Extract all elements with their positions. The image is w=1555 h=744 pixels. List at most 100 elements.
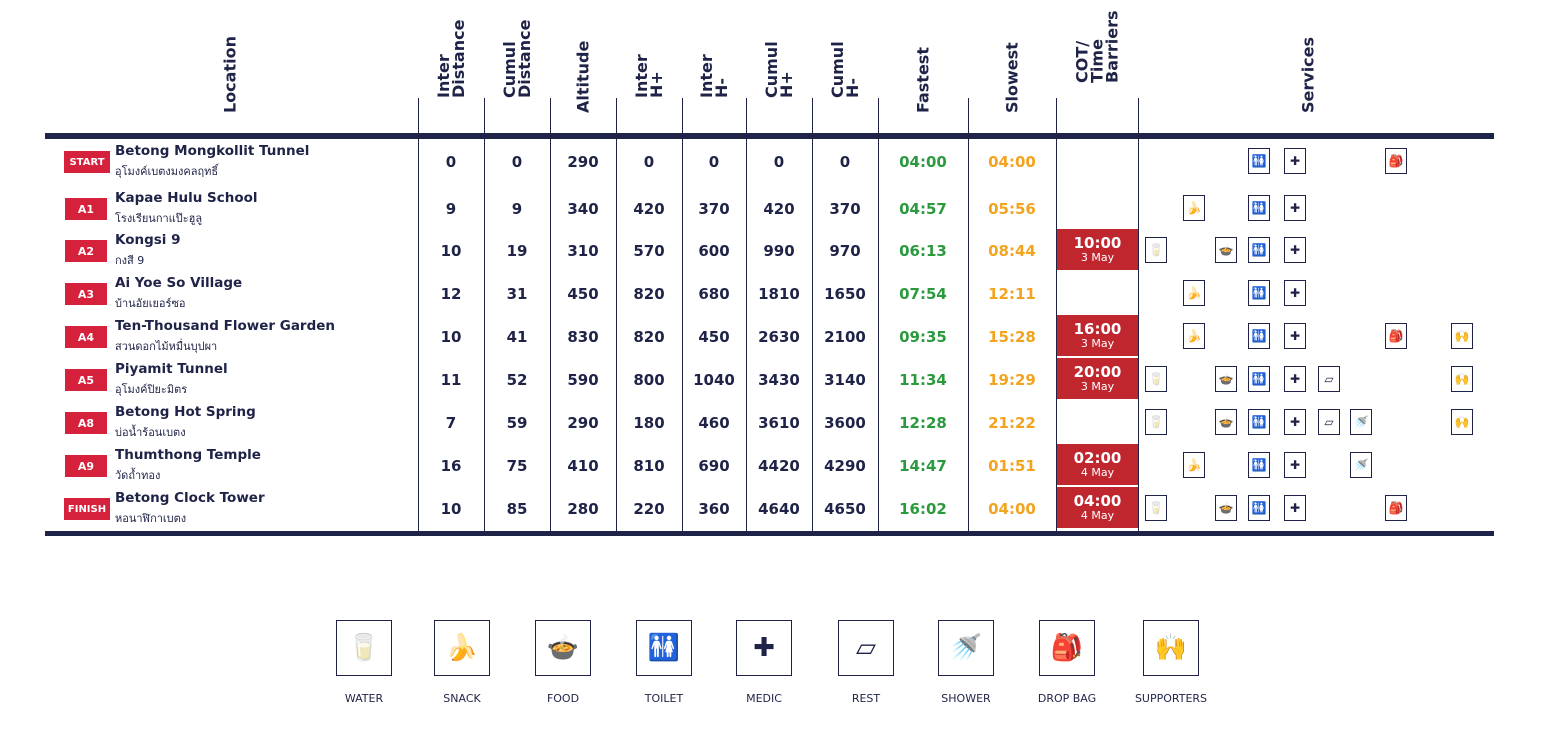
water-icon: 🥛 [1145, 366, 1167, 392]
cell-inter-hm: 680 [698, 284, 730, 303]
cell-cumul-hm: 1650 [824, 284, 866, 303]
cot-barrier: 10:00 3 May [1057, 229, 1138, 270]
location-name: Betong Clock Tower [115, 490, 265, 506]
cell-fastest: 11:34 [899, 370, 947, 389]
shower-icon: 🚿 [938, 620, 994, 676]
cell-inter-hm: 460 [698, 413, 730, 432]
header-altitude: Altitude [573, 40, 593, 113]
cell-inter-d: 12 [440, 284, 462, 303]
rest-icon: ▱ [1318, 409, 1340, 435]
snack-icon: 🍌 [1183, 195, 1205, 221]
cell-slowest: 04:00 [988, 152, 1036, 171]
cell-alt: 590 [567, 370, 599, 389]
cell-cumul-hm: 3140 [824, 370, 866, 389]
header-inter-hminus: Inter H- [697, 54, 731, 98]
cell-inter-hm: 690 [698, 456, 730, 475]
cell-inter-d: 9 [445, 199, 457, 218]
legend-label: TOILET [644, 692, 684, 705]
cell-cumul-d: 31 [506, 284, 528, 303]
cell-inter-hm: 450 [698, 327, 730, 346]
header-slowest: Slowest [1002, 42, 1022, 113]
cell-cumul-hp: 990 [763, 241, 795, 260]
col-divider [746, 98, 747, 531]
legend-label: FOOD [546, 692, 580, 705]
col-divider [616, 98, 617, 531]
location-thai-name: อุโมงค์ปิยะมิตร [115, 383, 188, 396]
cell-cumul-hp: 3430 [758, 370, 800, 389]
table-row: FINISH Betong Clock Tower หอนาฬิกาเบตง 10 85… [45, 487, 1494, 530]
cell-cumul-d: 52 [506, 370, 528, 389]
food-icon: 🍲 [535, 620, 591, 676]
col-divider [1056, 98, 1057, 531]
medic-icon: ✚ [1284, 195, 1306, 221]
shower-icon: 🚿 [1350, 409, 1372, 435]
cell-inter-d: 11 [440, 370, 462, 389]
toilet-icon: 🚻 [1248, 280, 1270, 306]
cell-slowest: 21:22 [988, 413, 1036, 432]
cell-alt: 830 [567, 327, 599, 346]
rest-icon: ▱ [838, 620, 894, 676]
location-thai-name: อุโมงค์เบตงมงคลฤทธิ์ [115, 165, 219, 178]
legend-label: MEDIC [746, 692, 782, 705]
cell-cumul-d: 75 [506, 456, 528, 475]
water-icon: 🥛 [1145, 409, 1167, 435]
cell-inter-d: 10 [440, 327, 462, 346]
cell-cumul-hp: 420 [763, 199, 795, 218]
table-top-rule [45, 133, 1494, 139]
cell-fastest: 14:47 [899, 456, 947, 475]
cell-cumul-hm: 0 [839, 152, 851, 171]
cell-cumul-hm: 4650 [824, 499, 866, 518]
cell-fastest: 04:57 [899, 199, 947, 218]
cell-alt: 280 [567, 499, 599, 518]
checkpoint-badge: A1 [65, 198, 107, 220]
table-row: A9 Thumthong Temple วัดถ้ำทอง 16 75 410 810 690… [45, 444, 1494, 487]
cot-date: 4 May [1080, 466, 1115, 479]
toilet-icon: 🚻 [636, 620, 692, 676]
cot-barrier: 20:00 3 May [1057, 358, 1138, 399]
food-icon: 🍲 [1215, 495, 1237, 521]
col-divider [968, 98, 969, 531]
food-icon: 🍲 [1215, 409, 1237, 435]
cell-inter-hm: 1040 [693, 370, 735, 389]
cell-cumul-hm: 4290 [824, 456, 866, 475]
cell-fastest: 09:35 [899, 327, 947, 346]
cell-alt: 340 [567, 199, 599, 218]
cot-time: 20:00 [1073, 363, 1122, 381]
table-bottom-rule [45, 531, 1494, 536]
toilet-icon: 🚻 [1248, 323, 1270, 349]
water-icon: 🥛 [1145, 237, 1167, 263]
header-cumul-hplus: Cumul H+ [762, 41, 796, 98]
cell-cumul-hp: 2630 [758, 327, 800, 346]
rest-icon: ▱ [1318, 366, 1340, 392]
checkpoint-badge: A2 [65, 240, 107, 262]
supporters-icon: 🙌 [1451, 409, 1473, 435]
cell-inter-d: 16 [440, 456, 462, 475]
location-thai-name: วัดถ้ำทอง [115, 469, 161, 482]
cell-inter-d: 7 [445, 413, 457, 432]
medic-icon: ✚ [1284, 452, 1306, 478]
cell-inter-hp: 0 [643, 152, 655, 171]
cell-inter-d: 10 [440, 499, 462, 518]
water-icon: 🥛 [1145, 495, 1167, 521]
col-divider [878, 98, 879, 531]
cell-alt: 290 [567, 152, 599, 171]
medic-icon: ✚ [736, 620, 792, 676]
cell-cumul-d: 59 [506, 413, 528, 432]
drop-bag-icon: 🎒 [1385, 148, 1407, 174]
header-inter-distance: Inter Distance [434, 19, 468, 98]
cell-alt: 290 [567, 413, 599, 432]
cell-cumul-hp: 4420 [758, 456, 800, 475]
location-thai-name: โรงเรียนกาแป๊ะฮูลู [115, 212, 203, 225]
cot-date: 3 May [1080, 251, 1115, 264]
legend-label: DROP BAG [1037, 692, 1097, 705]
cell-inter-hp: 810 [633, 456, 665, 475]
checkpoint-badge: A4 [65, 326, 107, 348]
location-name: Ten-Thousand Flower Garden [115, 318, 336, 334]
cell-cumul-hp: 0 [773, 152, 785, 171]
location-name: Kongsi 9 [115, 232, 181, 248]
toilet-icon: 🚻 [1248, 495, 1270, 521]
toilet-icon: 🚻 [1248, 148, 1270, 174]
header-cumul-hminus: Cumul H- [828, 41, 862, 98]
location-thai-name: บ้านอัยเยอร์ซอ [115, 297, 186, 310]
cell-slowest: 15:28 [988, 327, 1036, 346]
